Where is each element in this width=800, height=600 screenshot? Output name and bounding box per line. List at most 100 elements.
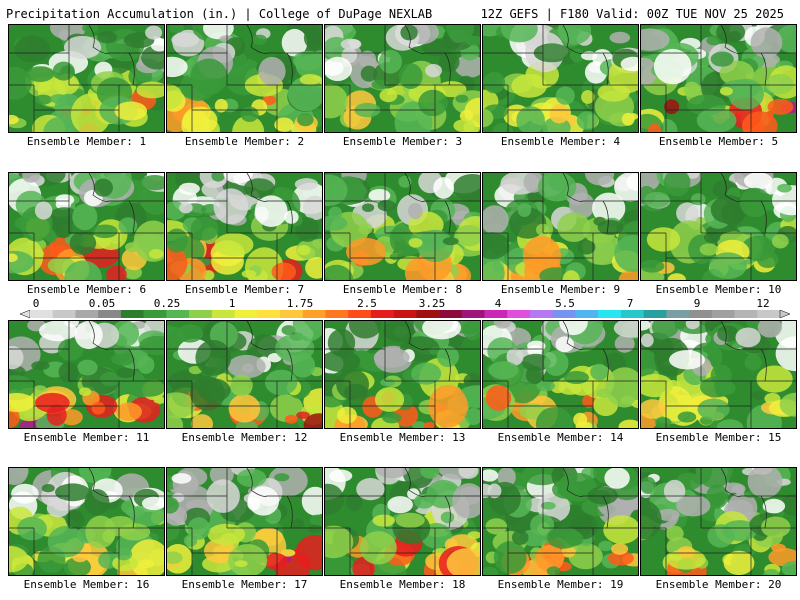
ensemble-member-label: Ensemble Member: 8 xyxy=(342,283,463,296)
colorbar-swatch xyxy=(120,310,144,318)
colorbar-swatch xyxy=(439,310,463,318)
precip-field xyxy=(641,468,796,575)
ensemble-member-label: Ensemble Member: 4 xyxy=(500,135,621,148)
ensemble-panel: Ensemble Member: 5 xyxy=(640,24,797,157)
colorbar-tick-label: 12 xyxy=(756,297,770,310)
ensemble-member-label: Ensemble Member: 9 xyxy=(500,283,621,296)
ensemble-member-label: Ensemble Member: 20 xyxy=(655,578,782,591)
ensemble-member-label: Ensemble Member: 3 xyxy=(342,135,463,148)
ensemble-member-label: Ensemble Member: 18 xyxy=(339,578,466,591)
colorbar-swatch xyxy=(257,310,281,318)
ensemble-panel: Ensemble Member: 12 xyxy=(166,320,323,453)
colorbar-tick-label: 1 xyxy=(228,297,236,310)
precip-field xyxy=(325,468,480,575)
ensemble-member-label: Ensemble Member: 13 xyxy=(339,431,466,444)
precip-colorbar: 0 0.05 0.25 1 1.75 2.5 3.25 4 5.5 7 9 12 xyxy=(0,297,800,319)
ensemble-panel: Ensemble Member: 10 xyxy=(640,172,797,305)
colorbar-swatch xyxy=(689,310,713,318)
colorbar-swatch xyxy=(166,310,190,318)
ensemble-member-label: Ensemble Member: 5 xyxy=(658,135,779,148)
precip-field xyxy=(167,321,322,428)
colorbar-tick-label: 0 xyxy=(32,297,40,310)
colorbar-swatch xyxy=(484,310,508,318)
colorbar-swatch xyxy=(666,310,690,318)
colorbar-swatch xyxy=(757,310,781,318)
colorbar-swatch xyxy=(552,310,576,318)
colorbar-swatch xyxy=(325,310,349,318)
ensemble-panel: Ensemble Member: 15 xyxy=(640,320,797,453)
model-valid-time: 12Z GEFS | F180 Valid: 00Z TUE NOV 25 20… xyxy=(480,7,784,21)
ensemble-panel: Ensemble Member: 7 xyxy=(166,172,323,305)
precip-field xyxy=(483,173,638,280)
precip-map xyxy=(8,320,165,429)
product-title: Precipitation Accumulation (in.) | Colle… xyxy=(6,7,433,21)
ensemble-panel: Ensemble Member: 9 xyxy=(482,172,639,305)
header: Precipitation Accumulation (in.) | Colle… xyxy=(0,0,800,24)
precip-map xyxy=(640,320,797,429)
colorbar-swatch xyxy=(507,310,531,318)
precip-map xyxy=(482,467,639,576)
precip-map xyxy=(640,172,797,281)
colorbar-tick-label: 5.5 xyxy=(555,297,575,310)
ensemble-member-label: Ensemble Member: 2 xyxy=(184,135,305,148)
precip-map xyxy=(324,320,481,429)
precip-map xyxy=(166,24,323,133)
ensemble-panel: Ensemble Member: 17 xyxy=(166,467,323,600)
ensemble-member-label: Ensemble Member: 10 xyxy=(655,283,782,296)
ensemble-panel: Ensemble Member: 20 xyxy=(640,467,797,600)
ensemble-panel: Ensemble Member: 6 xyxy=(8,172,165,305)
precip-field xyxy=(9,321,164,428)
colorbar-swatch xyxy=(30,310,54,318)
precip-map xyxy=(166,320,323,429)
precip-field xyxy=(325,173,480,280)
precip-field xyxy=(325,321,480,428)
precip-field xyxy=(167,468,322,575)
colorbar-swatch xyxy=(461,310,485,318)
precip-field xyxy=(325,25,480,132)
colorbar-tick-label: 4 xyxy=(494,297,502,310)
ensemble-panel: Ensemble Member: 8 xyxy=(324,172,481,305)
precip-field xyxy=(9,173,164,280)
colorbar-tick-label: 3.25 xyxy=(418,297,446,310)
colorbar-swatch xyxy=(416,310,440,318)
colorbar-tick-label: 1.75 xyxy=(286,297,314,310)
precip-map xyxy=(324,172,481,281)
ensemble-panel: Ensemble Member: 1 xyxy=(8,24,165,157)
colorbar-swatch xyxy=(711,310,735,318)
precip-field xyxy=(9,25,164,132)
colorbar-swatch xyxy=(370,310,394,318)
colorbar-tick-label: 0.25 xyxy=(153,297,181,310)
ensemble-member-label: Ensemble Member: 11 xyxy=(23,431,150,444)
ensemble-member-label: Ensemble Member: 1 xyxy=(26,135,147,148)
colorbar-tick-label: 0.05 xyxy=(88,297,116,310)
precip-field xyxy=(167,173,322,280)
ensemble-member-label: Ensemble Member: 7 xyxy=(184,283,305,296)
precip-field xyxy=(483,321,638,428)
colorbar-swatch xyxy=(143,310,167,318)
colorbar-max-arrow xyxy=(779,310,790,318)
colorbar-swatch xyxy=(234,310,258,318)
precip-field xyxy=(641,25,796,132)
colorbar-swatch xyxy=(734,310,758,318)
colorbar-swatch xyxy=(348,310,372,318)
ensemble-panel: Ensemble Member: 16 xyxy=(8,467,165,600)
colorbar-swatch xyxy=(75,310,99,318)
ensemble-panel: Ensemble Member: 18 xyxy=(324,467,481,600)
precip-field xyxy=(483,25,638,132)
colorbar-tick-label: 7 xyxy=(626,297,634,310)
precip-field xyxy=(9,468,164,575)
colorbar-swatch xyxy=(52,310,76,318)
precip-field xyxy=(641,321,796,428)
ensemble-panel: Ensemble Member: 2 xyxy=(166,24,323,157)
precip-map xyxy=(640,467,797,576)
colorbar-tick-label: 9 xyxy=(693,297,701,310)
precip-map xyxy=(166,467,323,576)
colorbar-swatch xyxy=(189,310,213,318)
precip-field xyxy=(641,173,796,280)
precip-map xyxy=(482,24,639,133)
colorbar-swatch xyxy=(598,310,622,318)
precip-map xyxy=(640,24,797,133)
ensemble-panel: Ensemble Member: 3 xyxy=(324,24,481,157)
ensemble-member-label: Ensemble Member: 12 xyxy=(181,431,308,444)
precip-map xyxy=(166,172,323,281)
